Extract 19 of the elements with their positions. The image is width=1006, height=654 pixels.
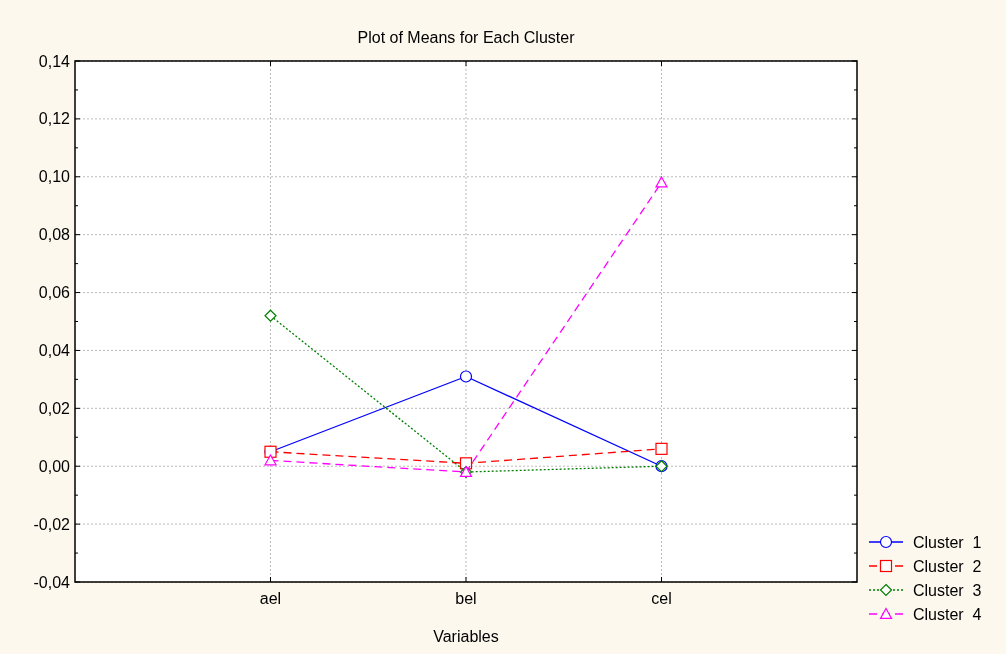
chart-title: Plot of Means for Each Cluster [357, 29, 576, 46]
y-tick-label: 0,06 [38, 284, 71, 302]
x-tick-label: cel [651, 590, 672, 607]
y-tick-label: 0,02 [38, 399, 71, 417]
y-tick-label: 0,14 [38, 52, 71, 70]
y-tick-label: -0,02 [33, 515, 71, 533]
legend-label: Cluster 3 [913, 581, 982, 599]
y-tick-label: -0,04 [33, 573, 71, 591]
legend-label: Cluster 2 [913, 557, 982, 575]
legend-label: Cluster 4 [913, 605, 982, 623]
y-tick-label: 0,12 [38, 110, 71, 128]
x-tick-label: bel [455, 590, 477, 607]
y-tick-label: 0,08 [38, 226, 71, 244]
x-axis-title: Variables [433, 628, 499, 645]
legend-label: Cluster 1 [913, 533, 982, 551]
y-tick-label: 0,00 [38, 457, 71, 475]
y-tick-label: 0,10 [38, 168, 71, 186]
x-tick-label: ael [259, 590, 282, 607]
y-tick-label: 0,04 [38, 342, 71, 360]
